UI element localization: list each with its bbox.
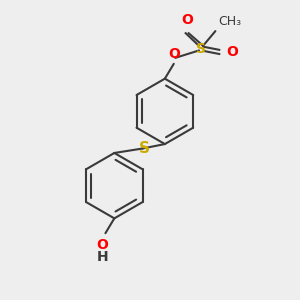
- Text: O: O: [181, 13, 193, 27]
- Text: H: H: [97, 250, 108, 264]
- Text: O: O: [168, 47, 180, 61]
- Text: CH₃: CH₃: [218, 15, 242, 28]
- Text: O: O: [226, 45, 238, 59]
- Text: S: S: [139, 141, 150, 156]
- Text: S: S: [196, 42, 206, 56]
- Text: O: O: [97, 238, 108, 252]
